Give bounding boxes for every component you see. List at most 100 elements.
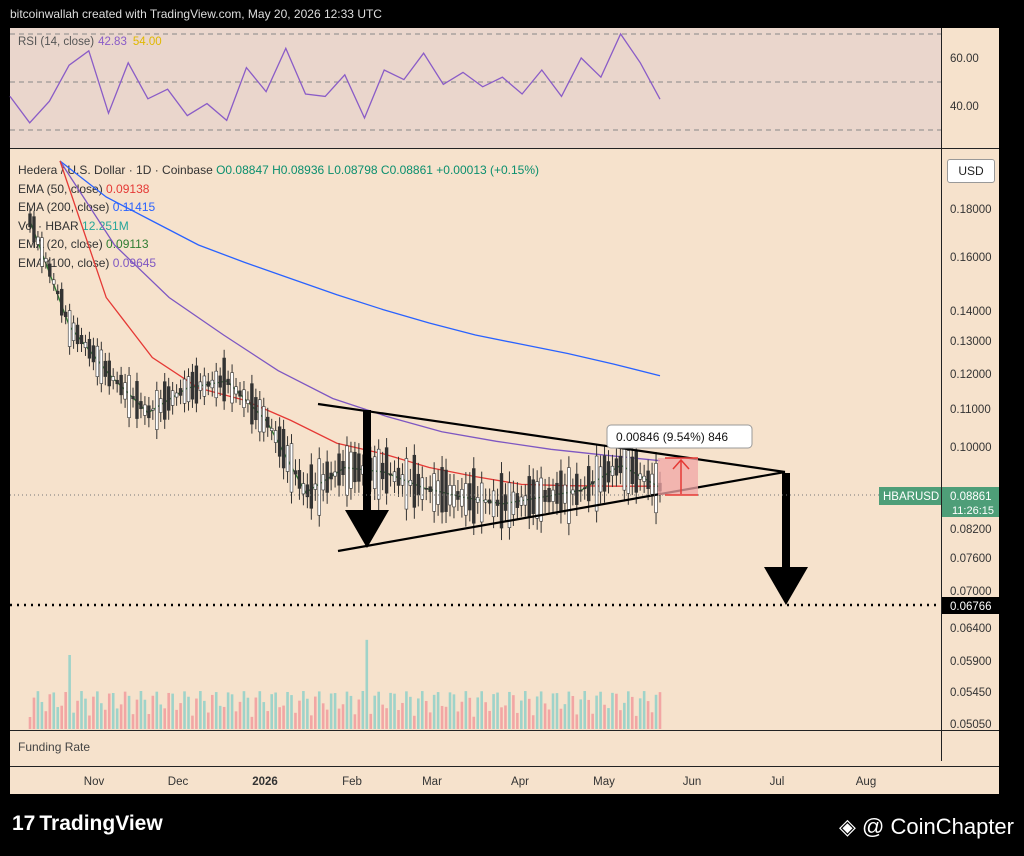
- volume-bar: [619, 710, 622, 729]
- candle-body: [384, 447, 389, 494]
- candle-body: [396, 467, 401, 486]
- volume-bar: [262, 702, 266, 729]
- candle-body: [452, 485, 456, 508]
- price-tick-label: 0.14000: [950, 306, 992, 318]
- volume-bar: [563, 704, 567, 729]
- candle-body: [242, 389, 246, 408]
- volume-bar: [302, 691, 305, 729]
- candle-body: [230, 372, 234, 404]
- volume-bar: [60, 705, 63, 729]
- candle-body: [404, 458, 409, 510]
- candle-body: [79, 335, 84, 345]
- candle-body: [634, 450, 638, 493]
- candle-body: [115, 379, 119, 385]
- candle-body: [503, 494, 508, 511]
- ema50-value: 0.09138: [106, 181, 150, 196]
- ema50-line: [59, 160, 660, 487]
- volume-bar: [365, 639, 369, 729]
- candle-body: [583, 487, 587, 490]
- volume-bar: [270, 694, 273, 729]
- candle-body: [353, 451, 357, 483]
- candle-body: [170, 390, 175, 406]
- candle-body: [638, 473, 642, 480]
- volume-bar: [472, 716, 476, 729]
- candle-body: [559, 470, 563, 513]
- candle-body: [392, 471, 397, 482]
- rsi-line: [9, 32, 661, 124]
- volume-bar: [230, 694, 234, 729]
- candle-body: [321, 474, 325, 491]
- volume-bar: [155, 691, 159, 729]
- candle-body: [99, 349, 104, 384]
- candle-body: [87, 338, 92, 359]
- volume-bar: [432, 694, 436, 729]
- price-tick-label: 0.16000: [950, 252, 992, 264]
- volume-bar: [36, 691, 40, 729]
- volume-bar: [512, 695, 515, 729]
- time-tick-label: Jun: [683, 776, 702, 788]
- volume-bar: [68, 654, 71, 729]
- ohlc-values: O0.08847 H0.08936 L0.08798 C0.08861 +0.0…: [216, 163, 540, 177]
- volume-bar: [163, 708, 167, 729]
- candle-body: [139, 401, 143, 410]
- volume-bar: [123, 691, 127, 729]
- candle-body: [214, 370, 218, 399]
- candle-body: [262, 406, 266, 433]
- candle-body: [416, 473, 421, 496]
- volume-bar: [440, 705, 444, 729]
- volume-bar: [428, 712, 432, 729]
- candle-body: [155, 390, 159, 430]
- volume-bar: [310, 715, 313, 729]
- volume-bar: [96, 691, 99, 729]
- candle-body: [535, 481, 539, 519]
- candle-body: [182, 378, 187, 404]
- volume-bar: [413, 715, 416, 729]
- candle-body: [48, 263, 52, 277]
- candle-body: [289, 443, 294, 493]
- volume-bar: [143, 699, 147, 729]
- volume-bar: [516, 712, 519, 729]
- candle-body: [44, 258, 48, 263]
- arrow-shaft: [363, 410, 371, 514]
- candle-body: [234, 386, 238, 395]
- price-tick-label: 0.18000: [950, 204, 992, 216]
- volume-bar: [587, 699, 590, 729]
- volume-bar: [294, 712, 297, 729]
- volume-bar: [341, 704, 345, 729]
- volume-bar: [567, 691, 571, 729]
- volume-bar: [654, 694, 658, 729]
- coinchapter-text: @ CoinChapter: [862, 814, 1014, 839]
- candle-body: [151, 408, 155, 411]
- volume-bar: [187, 696, 190, 729]
- candle-body: [277, 426, 282, 457]
- volume-bar: [523, 691, 527, 729]
- candle-body: [269, 427, 274, 431]
- candle-body: [380, 462, 385, 480]
- volume-bar: [345, 691, 349, 729]
- rsi-pane: [10, 28, 941, 148]
- candle-body: [273, 430, 278, 443]
- candle-body: [654, 463, 658, 514]
- candle-body: [483, 499, 488, 503]
- volume-bar: [195, 698, 198, 729]
- time-tick-label: Jul: [770, 776, 785, 788]
- pane-separator: [10, 148, 999, 149]
- candle-body: [127, 375, 131, 418]
- volume-bar: [500, 707, 503, 729]
- candle-body: [309, 464, 314, 509]
- price-tag-countdown: 11:26:15: [952, 505, 994, 517]
- candle-body: [143, 404, 147, 416]
- chart-credit: bitcoinwallah created with TradingView.c…: [10, 7, 382, 21]
- volume-bar: [591, 713, 594, 729]
- time-tick-label: Aug: [856, 776, 876, 788]
- currency-button[interactable]: USD: [947, 159, 995, 183]
- candle-body: [305, 484, 310, 498]
- volume-bar: [107, 693, 111, 729]
- candle-body: [575, 473, 579, 505]
- volume-bar: [369, 713, 373, 729]
- candle-body: [107, 360, 111, 387]
- measure-label-box: [606, 424, 753, 449]
- candles-group: [28, 207, 662, 541]
- candle-body: [614, 458, 619, 476]
- volume-bar: [84, 698, 87, 729]
